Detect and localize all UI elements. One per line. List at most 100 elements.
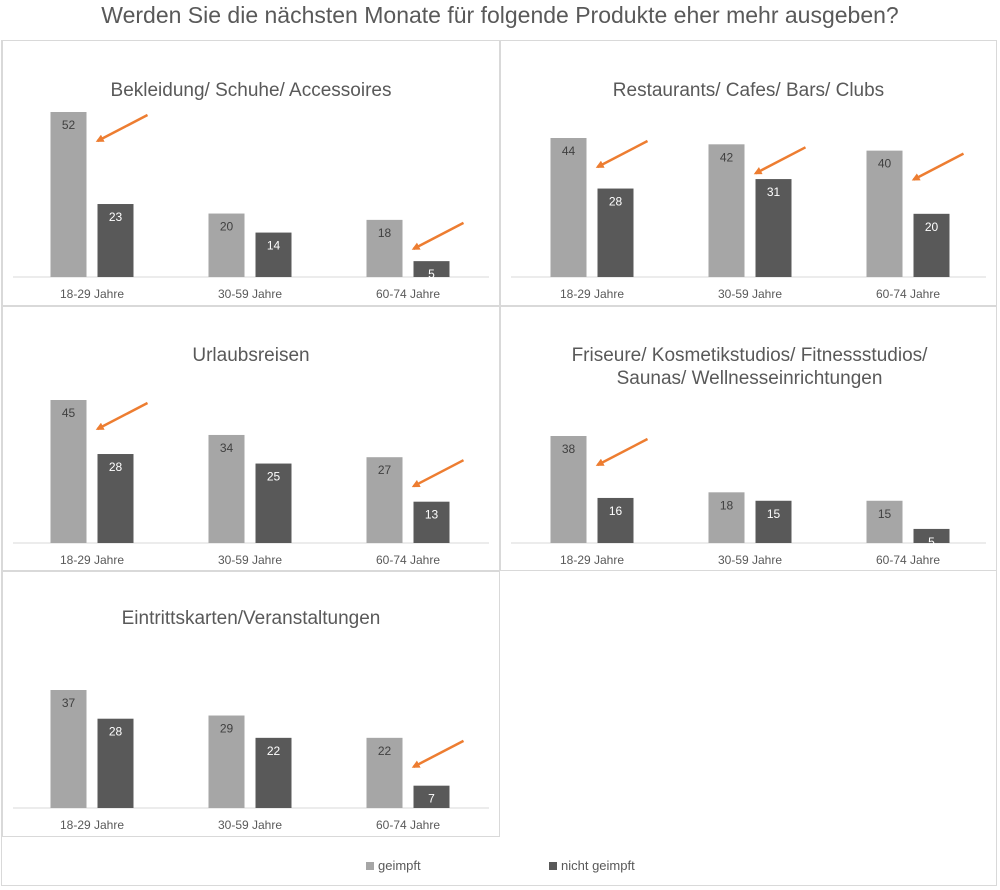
chart-svg: 44 28 18-29 Jahre 42 31 30-59 Jahre 40 20 60-74 …	[511, 138, 986, 301]
bar-geimpft-60-74-jahre	[366, 457, 403, 543]
highlight-arrow	[95, 113, 149, 143]
highlight-arrow	[411, 459, 465, 488]
data-label: 29	[220, 722, 234, 736]
bar-nicht-geimpft-18-29-jahre	[97, 204, 134, 277]
data-label: 28	[109, 460, 123, 474]
data-label: 28	[109, 725, 123, 739]
data-label: 13	[425, 508, 439, 522]
bar-nicht-geimpft-30-59-jahre	[255, 737, 292, 808]
x-tick-label: 30-59 Jahre	[218, 818, 282, 832]
legend-label-geimpft: geimpft	[378, 858, 421, 873]
x-tick-label: 30-59 Jahre	[218, 553, 282, 567]
bar-nicht-geimpft-60-74-jahre	[413, 261, 450, 277]
data-label: 15	[878, 507, 892, 521]
data-label: 5	[428, 267, 435, 281]
legend-swatch-geimpft	[366, 862, 374, 870]
chart-panel-1: Bekleidung/ Schuhe/ Accessoires 52 23 18-29…	[2, 40, 500, 306]
legend-geimpft: geimpft	[366, 858, 421, 873]
x-tick-label: 18-29 Jahre	[560, 553, 624, 567]
data-label: 31	[767, 185, 781, 199]
bar-geimpft-30-59-jahre	[708, 144, 745, 277]
x-tick-label: 60-74 Jahre	[876, 553, 940, 567]
chart-title: Eintrittskarten/Veranstaltungen	[121, 608, 381, 629]
data-label: 22	[267, 744, 281, 758]
data-label: 34	[220, 441, 234, 455]
page-title: Werden Sie die nächsten Monate für folge…	[101, 2, 899, 28]
bar-geimpft-30-59-jahre	[208, 213, 245, 277]
bar-nicht-geimpft-18-29-jahre	[97, 718, 134, 808]
bar-geimpft-18-29-jahre	[50, 400, 87, 543]
data-label: 28	[609, 195, 623, 209]
bar-nicht-geimpft-60-74-jahre	[413, 785, 450, 808]
chart-title: Urlaubsreisen	[192, 345, 310, 366]
bar-geimpft-18-29-jahre	[50, 112, 87, 277]
highlight-arrow	[95, 401, 149, 431]
x-tick-label: 60-74 Jahre	[376, 287, 440, 301]
bar-geimpft-30-59-jahre	[208, 715, 245, 808]
bar-nicht-geimpft-60-74-jahre	[913, 213, 950, 277]
chart-panel-2: Restaurants/ Cafes/ Bars/ Clubs 44 28 18-29…	[500, 40, 997, 306]
bar-geimpft-30-59-jahre	[208, 434, 245, 543]
chart-panel-5: Eintrittskarten/Veranstaltungen 37 28 18-29…	[2, 571, 500, 837]
chart-svg: 37 28 18-29 Jahre 29 22 30-59 Jahre 22 7 60-74 J…	[13, 690, 489, 832]
data-label: 37	[62, 696, 76, 710]
data-label: 42	[720, 150, 734, 164]
data-label: 5	[928, 535, 935, 549]
data-label: 25	[267, 470, 281, 484]
legend-swatch-nicht-geimpft	[549, 862, 557, 870]
bar-nicht-geimpft-18-29-jahre	[597, 497, 634, 543]
highlight-arrow	[595, 437, 649, 467]
legend-nicht-geimpft: nicht geimpft	[549, 858, 635, 873]
data-label: 18	[720, 498, 734, 512]
chart-panel-4: Friseure/ Kosmetikstudios/ Fitnessstudio…	[500, 306, 997, 571]
chart-svg: 38 16 18-29 Jahre 18 15 30-59 Jahre 15 5 60-74 J…	[511, 436, 986, 567]
x-tick-label: 30-59 Jahre	[718, 287, 782, 301]
chart-svg: 52 23 18-29 Jahre 20 14 30-59 Jahre 18 5 60-74 J…	[13, 112, 489, 301]
bar-geimpft-18-29-jahre	[550, 138, 587, 277]
data-label: 38	[562, 442, 576, 456]
bar-nicht-geimpft-30-59-jahre	[755, 179, 792, 277]
data-label: 40	[878, 157, 892, 171]
x-tick-label: 60-74 Jahre	[376, 553, 440, 567]
data-label: 52	[62, 118, 76, 132]
x-tick-label: 30-59 Jahre	[218, 287, 282, 301]
bar-nicht-geimpft-30-59-jahre	[255, 463, 292, 543]
bar-geimpft-30-59-jahre	[708, 492, 745, 543]
data-label: 23	[109, 210, 123, 224]
x-tick-label: 18-29 Jahre	[560, 287, 624, 301]
x-tick-label: 60-74 Jahre	[876, 287, 940, 301]
data-label: 44	[562, 144, 576, 158]
highlight-arrow	[595, 139, 649, 169]
bar-nicht-geimpft-30-59-jahre	[755, 500, 792, 543]
chart-title: Friseure/ Kosmetikstudios/ Fitnessstudio…	[571, 345, 928, 389]
data-label: 20	[925, 220, 939, 234]
highlight-arrow	[411, 739, 465, 768]
chart-title: Restaurants/ Cafes/ Bars/ Clubs	[612, 80, 885, 101]
x-tick-label: 18-29 Jahre	[60, 287, 124, 301]
chart-svg: 45 28 18-29 Jahre 34 25 30-59 Jahre 27 13 60-74 …	[13, 400, 489, 567]
data-label: 18	[378, 226, 392, 240]
x-tick-label: 18-29 Jahre	[60, 818, 124, 832]
highlight-arrow	[911, 152, 965, 181]
highlight-arrow	[411, 221, 465, 250]
bar-nicht-geimpft-18-29-jahre	[97, 454, 134, 543]
bar-geimpft-60-74-jahre	[866, 150, 903, 277]
data-label: 22	[378, 744, 392, 758]
bar-nicht-geimpft-60-74-jahre	[913, 528, 950, 543]
bar-nicht-geimpft-18-29-jahre	[597, 188, 634, 277]
chart-title: Bekleidung/ Schuhe/ Accessoires	[110, 80, 392, 101]
bar-geimpft-60-74-jahre	[866, 500, 903, 543]
bar-nicht-geimpft-60-74-jahre	[413, 501, 450, 543]
data-label: 14	[267, 239, 281, 253]
data-label: 20	[220, 220, 234, 234]
bar-geimpft-60-74-jahre	[366, 219, 403, 277]
bar-geimpft-60-74-jahre	[366, 737, 403, 808]
legend-label-nicht-geimpft: nicht geimpft	[561, 858, 635, 873]
data-label: 45	[62, 406, 76, 420]
bar-nicht-geimpft-30-59-jahre	[255, 232, 292, 277]
bar-geimpft-18-29-jahre	[50, 690, 87, 808]
x-tick-label: 18-29 Jahre	[60, 553, 124, 567]
x-tick-label: 30-59 Jahre	[718, 553, 782, 567]
data-label: 15	[767, 507, 781, 521]
x-tick-label: 60-74 Jahre	[376, 818, 440, 832]
